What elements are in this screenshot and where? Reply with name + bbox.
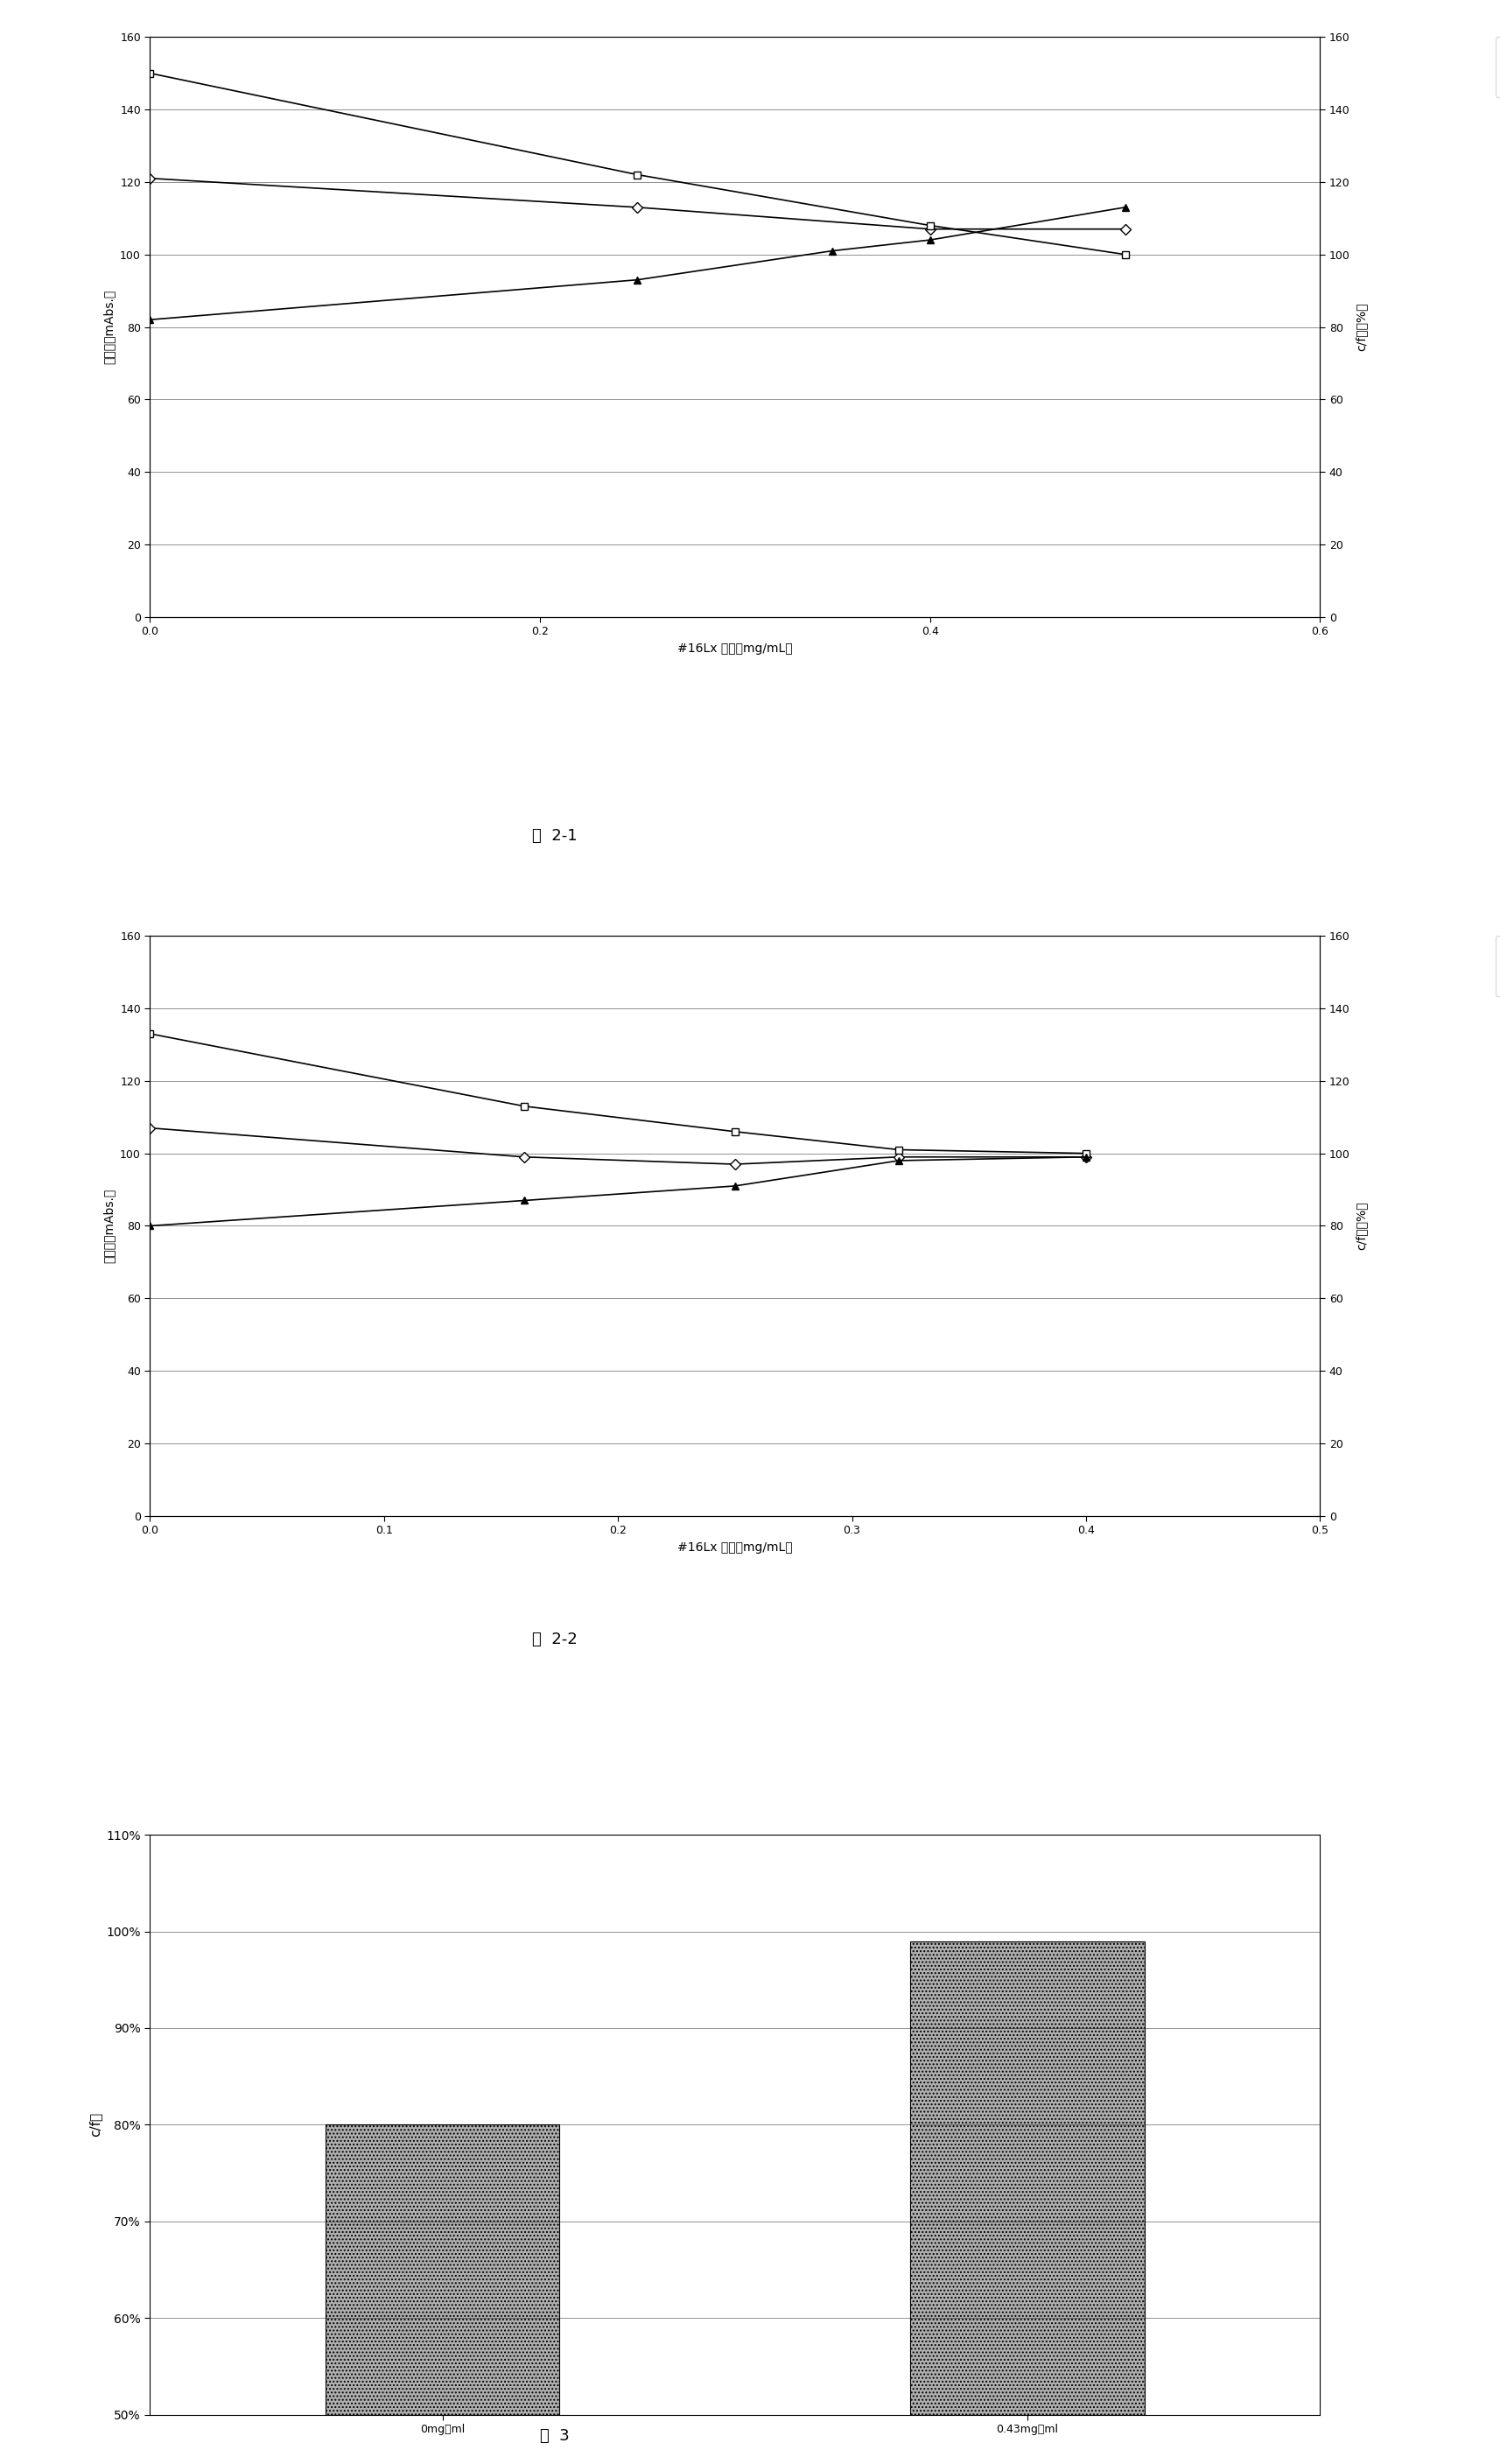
Text: 图  2-1: 图 2-1 [532, 828, 578, 843]
Y-axis label: 测定値（mAbs.）: 测定値（mAbs.） [104, 1188, 116, 1264]
Y-axis label: c/f比: c/f比 [88, 2112, 102, 2136]
Bar [326, 2124, 560, 2415]
Text: 图  2-2: 图 2-2 [532, 1631, 578, 1646]
Y-axis label: c/f比（%）: c/f比（%） [1354, 303, 1366, 352]
X-axis label: #16Lx 浓度（mg/mL）: #16Lx 浓度（mg/mL） [678, 1540, 792, 1552]
Legend: PSA-ACT, fPSA, c/f比(%): PSA-ACT, fPSA, c/f比(%) [1496, 37, 1500, 96]
Text: 图  3: 图 3 [540, 2430, 570, 2444]
Legend: PSA-ACT, fPSA, c/f比(%): PSA-ACT, fPSA, c/f比(%) [1496, 936, 1500, 995]
Y-axis label: c/f比（%）: c/f比（%） [1354, 1202, 1366, 1249]
Y-axis label: 测定値（mAbs.）: 测定値（mAbs.） [104, 291, 116, 365]
Bar [910, 1942, 1144, 2415]
X-axis label: #16Lx 浓度（mg/mL）: #16Lx 浓度（mg/mL） [678, 643, 792, 655]
